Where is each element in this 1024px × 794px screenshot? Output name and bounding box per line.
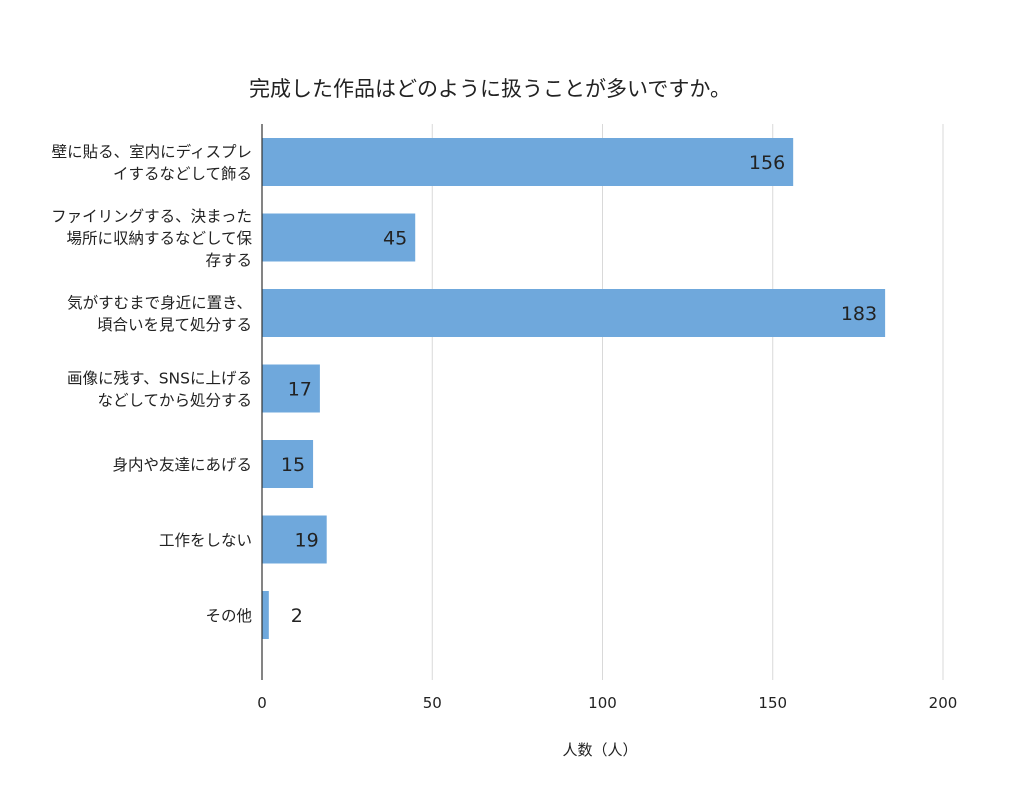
data-label: 156: [749, 152, 785, 174]
chart-title: 完成した作品はどのように扱うことが多いですか。: [249, 77, 731, 101]
category-label-line: 工作をしない: [159, 532, 252, 550]
category-label: 画像に残す、SNSに上げるなどしてから処分する: [67, 370, 252, 410]
category-labels: 壁に貼る、室内にディスプレイするなどして飾るファイリングする、決まった場所に収納…: [51, 142, 252, 625]
data-label: 183: [841, 303, 877, 325]
bar: [262, 515, 327, 564]
bar: [262, 289, 886, 337]
category-label: 壁に貼る、室内にディスプレイするなどして飾る: [52, 142, 252, 183]
category-label-line: 存する: [205, 252, 252, 270]
x-tick-label: 100: [588, 694, 617, 712]
category-label-line: 場所に収納するなどして保: [66, 230, 252, 248]
gridlines: [431, 124, 944, 680]
x-tick-labels: 0 50 100 150 200: [257, 694, 957, 712]
category-label: その他: [205, 607, 252, 625]
bars: [262, 138, 886, 639]
x-tick-label: 50: [423, 694, 442, 712]
category-label-line: 身内や友達にあげる: [112, 456, 252, 474]
category-label: 工作をしない: [159, 532, 252, 550]
bar: [262, 440, 314, 488]
x-tick-label: 200: [929, 694, 958, 712]
category-label-line: ファイリングする、決まった: [51, 208, 252, 226]
data-label: 45: [383, 228, 407, 250]
value-labels: 156 45 183 17 15 19 2: [281, 152, 877, 627]
category-label-line: 画像に残す、SNSに上げる: [67, 370, 252, 388]
bar: [262, 364, 320, 413]
category-label-line: イするなどして飾る: [113, 165, 252, 183]
category-label-line: 壁に貼る、室内にディスプレ: [52, 142, 252, 161]
category-label: ファイリングする、決まった場所に収納するなどして保存する: [51, 208, 252, 270]
x-tick-label: 150: [758, 694, 787, 712]
category-label-line: などしてから処分する: [97, 392, 252, 410]
category-label-line: その他: [205, 607, 252, 625]
x-axis-title: 人数（人）: [562, 741, 637, 759]
data-label: 2: [291, 605, 303, 627]
category-label: 気がすむまで身近に置き、頃合いを見て処分する: [67, 294, 252, 334]
category-label: 身内や友達にあげる: [112, 456, 252, 474]
bar: [262, 213, 416, 262]
category-label-line: 頃合いを見て処分する: [97, 316, 252, 334]
category-label-line: 気がすむまで身近に置き、: [67, 294, 252, 312]
data-label: 19: [295, 530, 319, 552]
data-label: 17: [288, 379, 312, 401]
data-label: 15: [281, 454, 305, 476]
x-tick-label: 0: [257, 694, 267, 712]
bar: [262, 138, 794, 186]
bar: [262, 591, 269, 639]
